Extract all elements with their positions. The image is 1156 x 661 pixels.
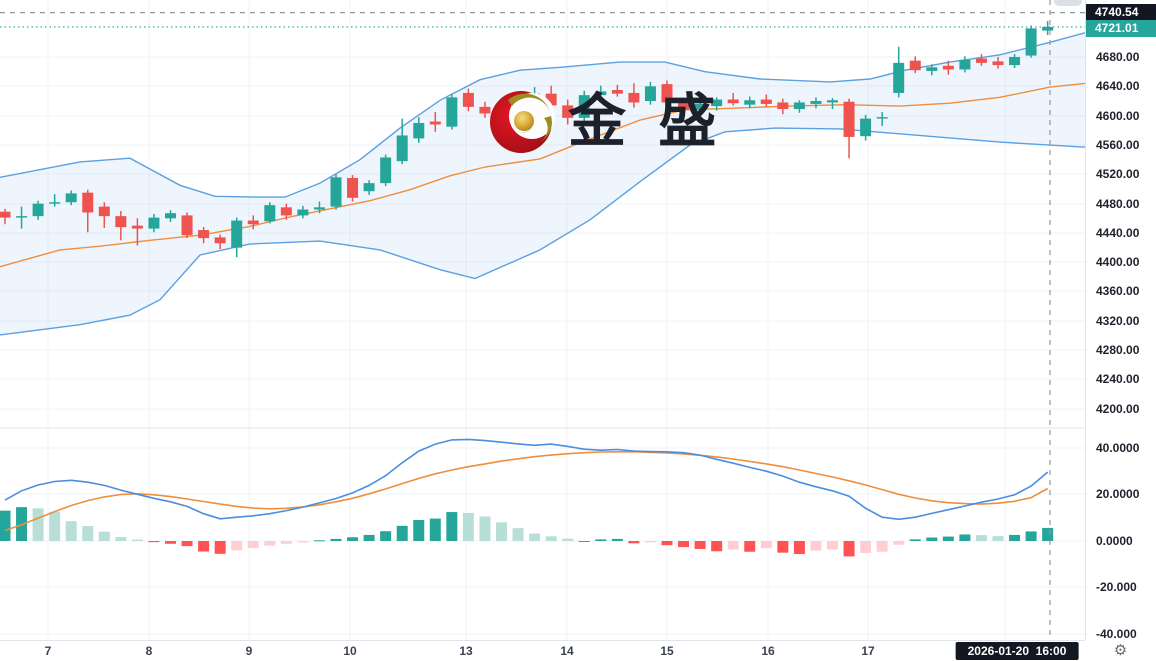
time-tick-label: 8 — [145, 644, 153, 658]
time-tick-label: 7 — [44, 644, 52, 658]
axis-tick-label: 4400.00 — [1096, 255, 1140, 269]
crosshair-price-label: 4740.54 — [1086, 4, 1156, 21]
axis-tick-label: 4280.00 — [1096, 343, 1140, 357]
time-tick-label: 16 — [761, 644, 775, 658]
axis-tick-label: 4200.00 — [1096, 402, 1140, 416]
chart-pane-area[interactable]: 金 盛 — [0, 0, 1085, 640]
macd-line — [4, 438, 1049, 521]
time-tick-label: 15 — [660, 644, 674, 658]
macd-signal-line — [4, 450, 1049, 532]
axis-tick-label: 4480.00 — [1096, 197, 1140, 211]
axis-tick-label: -40.000 — [1096, 627, 1137, 641]
candles — [0, 21, 1054, 258]
axis-tick-label: 4560.00 — [1096, 138, 1140, 152]
axis-tick-label: 4320.00 — [1096, 314, 1140, 328]
time-axis[interactable]: 2026-01-20 16:00 7 8 9 10 13 14 15 16 17 — [0, 640, 1156, 661]
axis-tick-label: 4600.00 — [1096, 109, 1140, 123]
time-tick-label: 13 — [459, 644, 473, 658]
time-tick-label: 17 — [861, 644, 875, 658]
axis-tick-label: 4240.00 — [1096, 372, 1140, 386]
gear-icon: ⚙ — [1113, 641, 1128, 659]
collapsed-toolbar[interactable] — [1054, 0, 1082, 6]
last-price-label: 4721.01 — [1086, 20, 1156, 37]
axis-tick-label: 4440.00 — [1096, 226, 1140, 240]
price-axis[interactable]: 4740.54 4721.01 4680.00 4640.00 4600.00 456… — [1085, 0, 1156, 641]
time-tick-label: 9 — [245, 644, 253, 658]
price-scale-settings-button[interactable]: ⚙ — [1085, 640, 1156, 661]
axis-tick-label: 20.0000 — [1096, 487, 1140, 501]
macd-histogram — [0, 507, 1054, 557]
axis-tick-label: 0.0000 — [1096, 534, 1133, 548]
axis-tick-label: 4640.00 — [1096, 79, 1140, 93]
time-tick-label: 10 — [343, 644, 357, 658]
axis-tick-label: -20.000 — [1096, 580, 1137, 594]
axis-tick-label: 40.0000 — [1096, 441, 1140, 455]
bollinger-bands — [0, 32, 1085, 336]
axis-tick-label: 4360.00 — [1096, 284, 1140, 298]
axis-tick-label: 4520.00 — [1096, 167, 1140, 181]
crosshair-time-label: 2026-01-20 16:00 — [955, 642, 1079, 660]
time-tick-label: 14 — [560, 644, 574, 658]
chart-canvas[interactable] — [0, 0, 1085, 640]
axis-tick-label: 4680.00 — [1096, 50, 1140, 64]
